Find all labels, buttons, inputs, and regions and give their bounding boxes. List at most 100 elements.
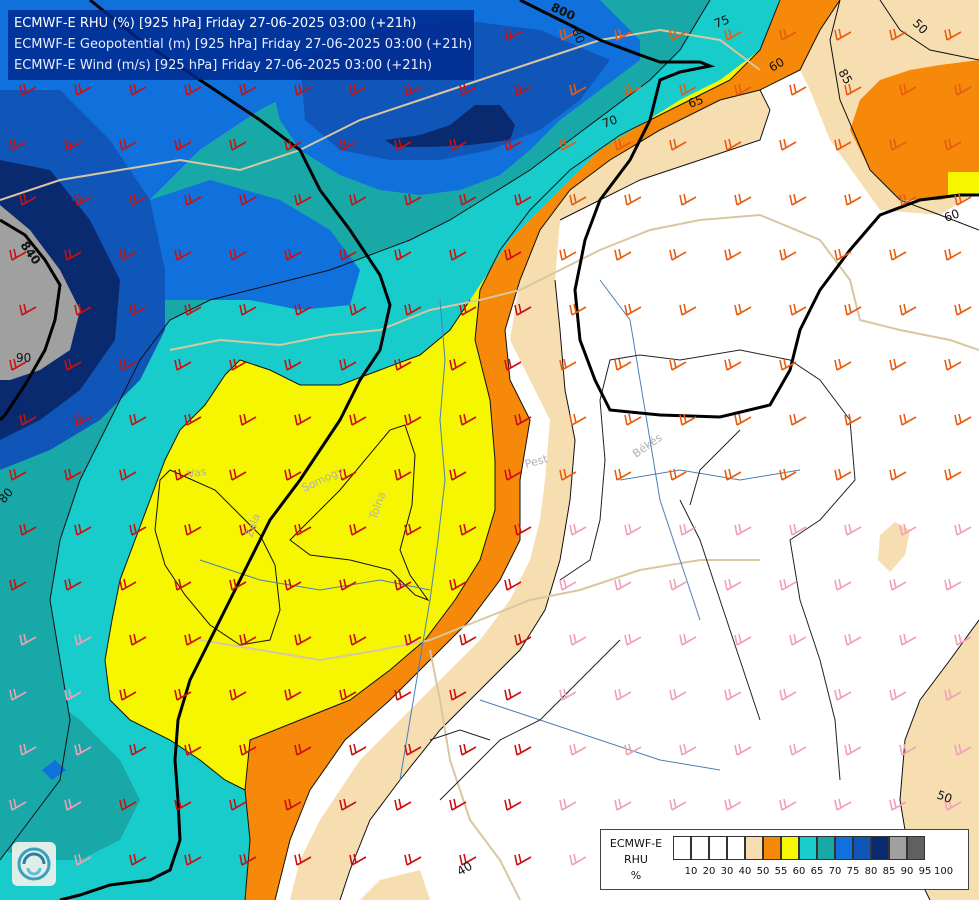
legend-tick-label: 90 [900, 866, 914, 877]
header-line-rhu: ECMWF-E RHU (%) [925 hPa] Friday 27-06-2… [14, 16, 417, 31]
wind-barb [789, 193, 807, 206]
wind-barb [284, 248, 302, 261]
wind-barb [459, 853, 477, 866]
legend-swatch [727, 836, 745, 860]
wind-barb [569, 743, 587, 756]
border-line-4 [429, 649, 521, 900]
wind-barb [74, 743, 92, 756]
wind-barb [569, 413, 587, 426]
wind-barb [734, 743, 752, 756]
wind-barb [129, 413, 147, 426]
wind-barb [459, 633, 477, 646]
legend-title-model: ECMWF-E [609, 837, 663, 850]
wind-barb [339, 358, 357, 371]
wind-barb [239, 523, 257, 536]
wind-barb [339, 468, 357, 481]
wind-barb [834, 578, 852, 591]
legend-swatch [799, 836, 817, 860]
wind-barb [679, 413, 697, 426]
wind-barb [129, 633, 147, 646]
rhu-band-55-bottom [360, 870, 430, 900]
wind-barb [119, 358, 137, 371]
wind-barb [954, 193, 972, 206]
wind-barb [229, 138, 247, 151]
wind-barb [569, 193, 587, 206]
wind-barb [19, 303, 37, 316]
wind-barb [889, 248, 907, 261]
wind-barbs [9, 28, 972, 866]
legend-swatch [763, 836, 781, 860]
wind-barb [624, 193, 642, 206]
wind-barb [229, 468, 247, 481]
wind-barb [779, 358, 797, 371]
contour-label-rhu-75: 75 [712, 12, 731, 30]
legend-title-param: RHU [624, 853, 648, 866]
wind-barb [899, 633, 917, 646]
wind-barb [239, 743, 257, 756]
wind-barb [779, 138, 797, 151]
legend-tick-label: 100 [934, 866, 954, 877]
wind-barb [669, 468, 687, 481]
wind-barb [239, 633, 257, 646]
wind-barb [559, 798, 577, 811]
wind-barb [74, 523, 92, 536]
wind-barb [129, 743, 147, 756]
wind-barb [899, 413, 917, 426]
legend-swatch [781, 836, 799, 860]
wind-barb [19, 633, 37, 646]
wind-barb [394, 798, 412, 811]
rhu-band-75-sw [0, 690, 140, 860]
wind-barb [394, 358, 412, 371]
wind-barb [559, 28, 577, 41]
legend-tick-label: 55 [774, 866, 788, 877]
wind-barb [174, 248, 192, 261]
wind-barb [74, 303, 92, 316]
wind-barb [504, 578, 522, 591]
wind-barb [559, 468, 577, 481]
wind-barb [899, 743, 917, 756]
contour-label-rhu-90: 90 [16, 351, 31, 365]
legend-tick-label: 85 [882, 866, 896, 877]
wind-barb [789, 413, 807, 426]
wind-barb [64, 798, 82, 811]
wind-barb [954, 743, 972, 756]
wind-barb [614, 798, 632, 811]
wind-barb [614, 28, 632, 41]
wind-barb [944, 468, 962, 481]
wind-barb [569, 83, 587, 96]
rhu-contour-70 [0, 0, 711, 861]
wind-barb [74, 853, 92, 866]
rhu-band-65-small-ne [948, 172, 979, 198]
wind-barb [9, 468, 27, 481]
wind-barb [724, 468, 742, 481]
wind-barb [284, 468, 302, 481]
wind-barb [184, 83, 202, 96]
contour-label-rhu-80: 80 [569, 26, 587, 45]
wind-barb [889, 468, 907, 481]
wind-barb [184, 413, 202, 426]
wind-barb [669, 578, 687, 591]
place-label-pest: Pest [523, 452, 549, 471]
wind-barb [614, 248, 632, 261]
wind-barb [779, 688, 797, 701]
wind-barb [74, 193, 92, 206]
wind-barb [394, 578, 412, 591]
wind-barb [294, 523, 312, 536]
wind-barb [129, 83, 147, 96]
rhu-contour-ne [829, 0, 979, 231]
wind-barb [9, 798, 27, 811]
wind-barb [724, 578, 742, 591]
wind-barb [174, 468, 192, 481]
wind-barb [514, 193, 532, 206]
wind-barb [559, 358, 577, 371]
wind-barb [284, 688, 302, 701]
wind-barb [294, 743, 312, 756]
wind-barb [834, 248, 852, 261]
legend-tick-label: 30 [720, 866, 734, 877]
wind-barb [394, 248, 412, 261]
legend-swatches [673, 836, 925, 860]
wind-barb [734, 413, 752, 426]
wind-barb [184, 303, 202, 316]
legend-title: ECMWF-E RHU % [605, 836, 667, 884]
wind-barb [514, 523, 532, 536]
